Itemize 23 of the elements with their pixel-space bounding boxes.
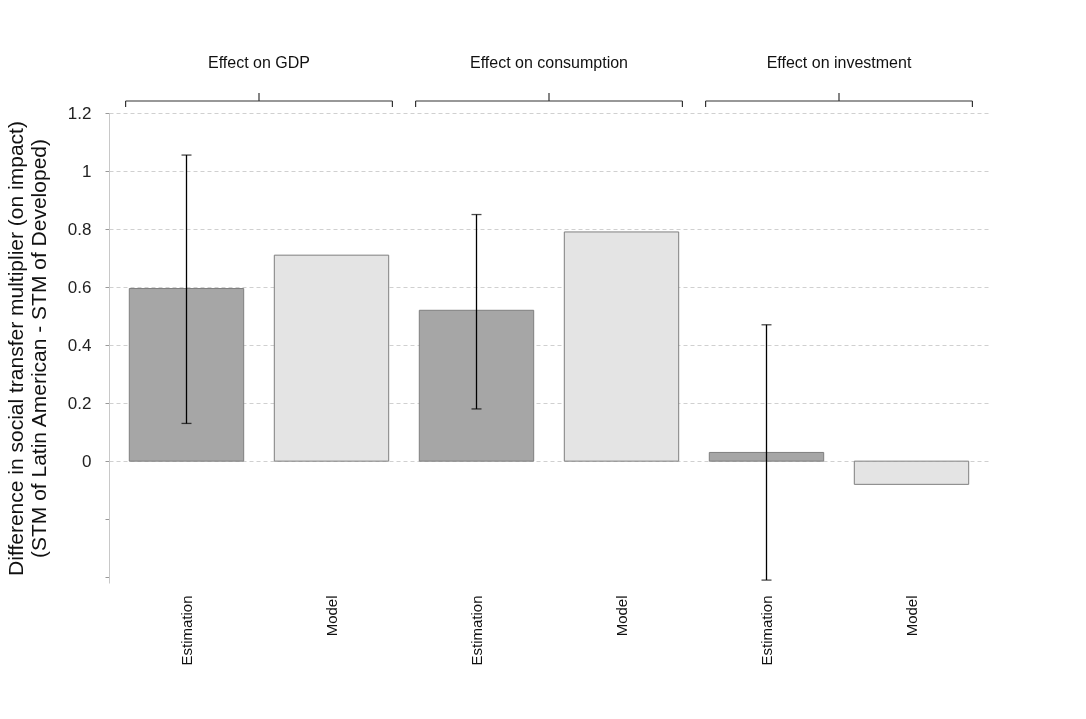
bar <box>418 309 535 462</box>
y-tick-label: 0.2 <box>67 393 92 413</box>
bar <box>563 231 680 462</box>
text: Effect on consumption <box>469 54 629 71</box>
x-tick-label: Estimation <box>468 595 485 666</box>
text: Effect on investment <box>766 54 912 71</box>
y-tick-label: 1.2 <box>67 103 92 123</box>
text: Effect on GDP <box>208 54 310 71</box>
bar <box>273 254 390 462</box>
y-tick-label: 0.4 <box>67 335 92 355</box>
x-tick-label: Model <box>613 595 630 637</box>
y-tick-label: 0.8 <box>67 219 92 239</box>
x-tick-label: Estimation <box>758 595 775 666</box>
bar <box>128 288 245 462</box>
bar <box>708 451 825 462</box>
y-tick-label: 0.6 <box>67 277 92 297</box>
x-tick-label: Estimation <box>178 595 195 666</box>
y-axis-title: Difference in social transfer multiplier (on impact) (STM of Latin American - STM of Developed) <box>3 121 50 576</box>
x-tick-label: Model <box>903 595 920 637</box>
y-tick-label: 1 <box>82 161 92 181</box>
y-tick-label: 0 <box>82 451 92 471</box>
bar <box>853 460 970 485</box>
x-tick-label: Model <box>323 595 340 637</box>
